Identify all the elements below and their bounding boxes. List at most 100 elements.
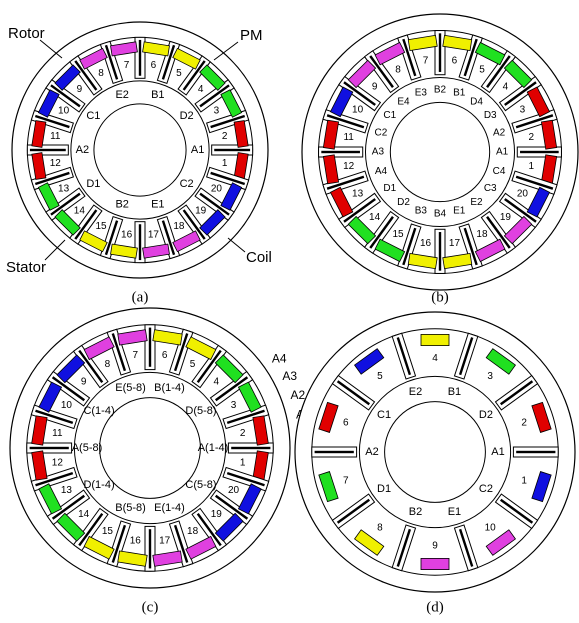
slot-number: 17 (449, 238, 461, 249)
slot-number: 11 (50, 131, 61, 142)
slot-number: 3 (214, 106, 220, 117)
tooth (27, 145, 68, 155)
slot-number: 12 (343, 161, 355, 172)
tooth (435, 229, 445, 273)
slot-number: 18 (187, 526, 199, 537)
phase-label: A2 (76, 144, 89, 156)
tooth (517, 147, 561, 157)
slot-number: 5 (377, 371, 383, 382)
phase-label: B3 (415, 206, 428, 217)
phase-label: C2 (375, 127, 388, 138)
phase-label: A3 (372, 147, 385, 158)
slot-number: 18 (476, 229, 488, 240)
tooth (312, 447, 357, 457)
slot-number: 19 (195, 205, 207, 216)
slot-number: 20 (517, 189, 529, 200)
phase-label: B(1-4) (154, 382, 185, 394)
phase-label: D2 (479, 409, 493, 421)
slot-number: 16 (130, 535, 142, 546)
slot-number: 8 (377, 523, 383, 534)
motor: 12345678910A1D2B1E2C1A2D1B2E1C2(d) (295, 312, 575, 615)
slot-number: 9 (77, 84, 83, 95)
phase-label: D(5-8) (185, 405, 216, 417)
slot-number: 10 (352, 105, 364, 116)
permanent-magnet (139, 224, 141, 260)
rotor-inner (94, 104, 186, 196)
phase-label: E(1-4) (154, 502, 185, 514)
phase-label: D2 (397, 197, 410, 208)
slot-number: 1 (521, 476, 527, 487)
permanent-magnet (149, 529, 151, 568)
slot-number: 13 (61, 485, 73, 496)
phase-label: B1 (151, 89, 164, 101)
phase-label: E(5-8) (115, 382, 146, 394)
phase-label: D1 (383, 183, 396, 194)
slot-number: 10 (485, 523, 497, 534)
slot-number: 8 (105, 359, 111, 370)
phase-label: C(1-4) (83, 405, 114, 417)
permanent-magnet (315, 451, 354, 453)
phase-label: E1 (151, 199, 164, 211)
slot-number: 7 (124, 60, 130, 71)
slot-number: 12 (50, 158, 62, 169)
caption: (b) (431, 289, 449, 305)
slot-number: 8 (98, 68, 104, 79)
tooth (435, 31, 445, 75)
slot-number: 20 (228, 485, 240, 496)
slot-number: 9 (81, 376, 87, 387)
outer-phase-label: A3 (282, 369, 297, 383)
slot-number: 15 (392, 229, 404, 240)
caption: (a) (132, 289, 149, 305)
phase-label: A1 (491, 446, 504, 458)
permanent-magnet (516, 451, 555, 453)
slot-number: 17 (159, 535, 171, 546)
slot-number: 4 (503, 81, 509, 92)
coil (421, 558, 449, 569)
slot-number: 2 (222, 131, 228, 142)
phase-label: A(1-4) (198, 442, 229, 454)
slot-number: 11 (52, 428, 63, 439)
slot-number: 13 (352, 189, 364, 200)
slot-number: 14 (78, 509, 90, 520)
phase-label: D1 (86, 178, 100, 190)
slot-number: 4 (214, 376, 220, 387)
tooth (145, 325, 155, 370)
tooth (145, 526, 155, 571)
slot-number: 10 (61, 400, 73, 411)
phase-label: B1 (453, 88, 466, 99)
tooth (319, 147, 363, 157)
phase-label: E2 (115, 89, 128, 101)
phase-label: A4 (375, 166, 388, 177)
slot-number: 9 (432, 540, 438, 551)
tooth (228, 443, 273, 453)
tooth (27, 443, 72, 453)
leader-line (228, 238, 245, 252)
motor-panels: 1234567891011121314151617181920A1D2B1E2C… (10, 14, 578, 615)
phase-label: B2 (115, 199, 128, 211)
slot-number: 6 (151, 60, 157, 71)
slot-number: 7 (423, 55, 429, 66)
phase-label: B2 (409, 506, 422, 518)
slot-number: 9 (372, 81, 378, 92)
slot-number: 2 (240, 428, 246, 439)
tooth (212, 145, 253, 155)
coil-group (421, 558, 449, 569)
slot-number: 14 (369, 212, 381, 223)
phase-label: C(5-8) (185, 479, 216, 491)
permanent-magnet (30, 149, 66, 151)
permanent-magnet (149, 328, 151, 367)
permanent-magnet (439, 33, 441, 72)
slot-number: 7 (133, 350, 139, 361)
slot-number: 20 (211, 184, 223, 195)
slot-number: 1 (240, 457, 246, 468)
phase-label: D4 (470, 96, 483, 107)
slot-number: 12 (52, 457, 64, 468)
tooth (513, 447, 558, 457)
slot-number: 5 (190, 359, 196, 370)
permanent-magnet (214, 149, 250, 151)
slot-number: 11 (343, 132, 354, 143)
phase-label: C3 (484, 183, 497, 194)
page: {"panels": [ {"caption": "(a)", "slot_la… (0, 0, 579, 623)
phase-label: C2 (180, 178, 194, 190)
